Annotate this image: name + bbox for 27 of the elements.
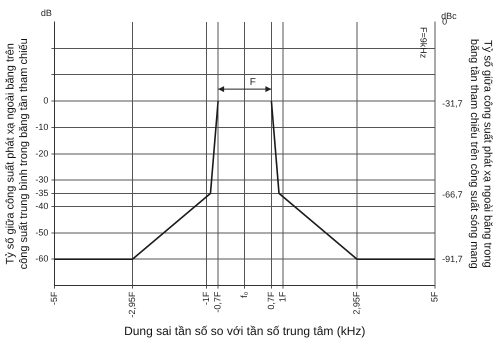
y-tick-label: -40 [35,200,48,211]
x-tick-label: -0,7F [212,291,223,313]
y2-tick-label: -66,7 [442,189,463,200]
y-tick-label: -35 [35,188,48,198]
x-tick-label: 5F [430,291,440,302]
x-tick-label: -1F [201,291,212,306]
x-tick-label: -5F [48,291,59,306]
text: dB [40,8,52,18]
x-axis-title: Dung sai tần số so với tần số trung tâm (kHz) [124,324,366,338]
y-axis-title: Tỷ số giữa công suất phát xạ ngoài băng trên công suất trung bình trong băng tần tham chiếu [4,38,30,270]
x-tick-label: 1F [277,291,288,302]
annotation: F=9kHz [418,27,429,59]
x-tick-label: 2,95F [352,291,362,315]
text: dBc [441,10,458,21]
x-tick-label: f₀ [239,291,250,298]
y-tick-label: 0 [43,96,48,106]
y2-tick-label: -31,7 [442,98,463,109]
y-tick-label: -60 [35,254,48,264]
annotation: F [250,76,256,88]
y2-tick-label: -91,7 [442,254,463,264]
y-tick-label: -10 [35,122,48,132]
y2-axis-title: Tỷ số giữa công suất phát xạ ngoài băng trong băng tần tham chiếu trên công suất sóng mang [468,38,494,269]
y-tick-label: -50 [35,227,48,238]
y-tick-label: -30 [35,174,48,185]
x-tick-label: 0,7F [266,291,276,310]
y-tick-label: -20 [35,148,48,158]
x-tick-label: -2,95F [126,291,137,318]
